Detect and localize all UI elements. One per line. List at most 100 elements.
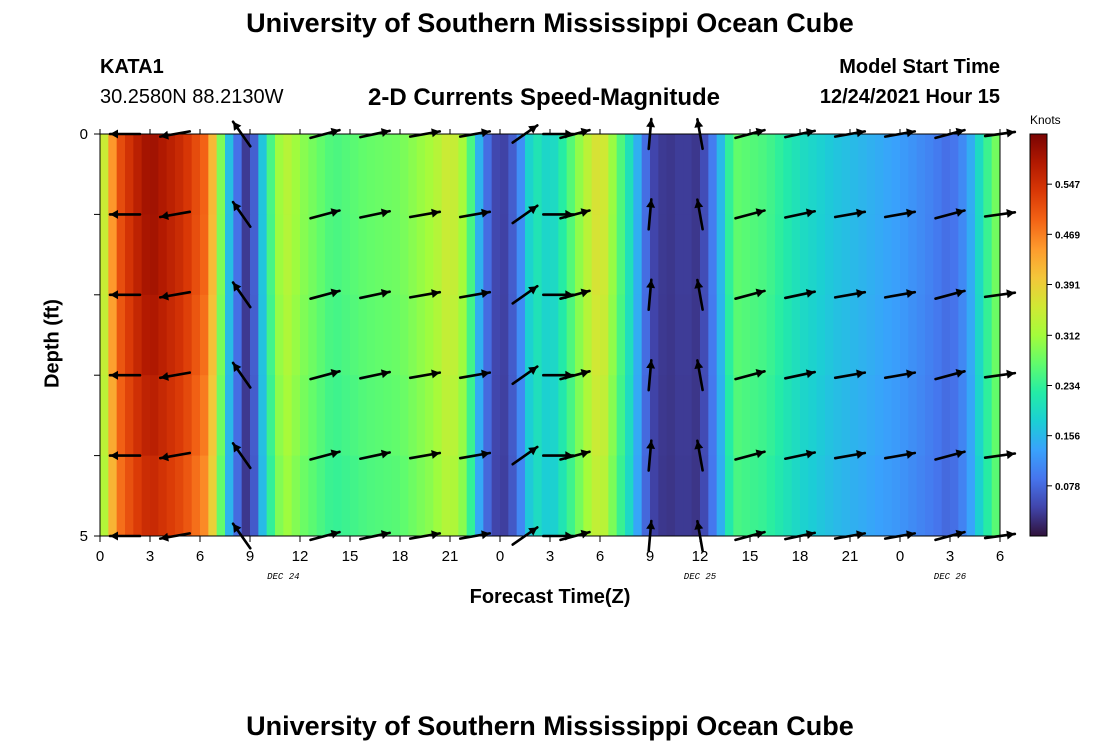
heatmap-cell	[216, 294, 226, 376]
heatmap-cell	[450, 214, 459, 296]
heatmap-cell	[916, 455, 926, 536]
heatmap-cell	[966, 375, 976, 457]
heatmap-cell	[566, 134, 576, 215]
x-tick-label: 21	[842, 548, 859, 565]
heatmap-cell	[741, 455, 751, 536]
heatmap-cell	[858, 214, 868, 296]
heatmap-cell	[541, 134, 551, 215]
heatmap-cell	[475, 375, 484, 457]
heatmap-cell	[125, 134, 134, 215]
heatmap-cell	[475, 294, 484, 376]
heatmap-cell	[166, 134, 176, 215]
heatmap-cell	[408, 214, 418, 296]
heatmap-cell	[975, 134, 984, 215]
heatmap-cell	[725, 134, 734, 215]
heatmap-cell	[391, 134, 401, 215]
heatmap-cell	[275, 294, 284, 376]
current-vector-arrow	[158, 210, 192, 221]
heatmap-cell	[500, 214, 509, 296]
heatmap-cell	[533, 375, 543, 457]
current-vector-arrow	[511, 284, 539, 305]
heatmap-cell	[941, 294, 951, 376]
heatmap-cell	[358, 294, 368, 376]
heatmap-cell	[916, 134, 926, 215]
heatmap-cell	[258, 375, 268, 457]
colorbar-tick-label: 0.156	[1055, 432, 1080, 443]
heatmap-cell	[983, 455, 993, 536]
current-vector-arrow	[458, 208, 492, 219]
heatmap-cell	[341, 214, 351, 296]
heatmap-cell	[133, 375, 143, 457]
heatmap-cell	[458, 134, 468, 215]
heatmap-cell	[750, 134, 759, 215]
heatmap-cell	[508, 375, 518, 457]
heatmap-cell	[641, 375, 651, 457]
heatmap-cell	[616, 455, 626, 536]
heatmap-cell	[691, 375, 701, 457]
heatmap-cell	[791, 375, 801, 457]
heatmap-cell	[783, 134, 793, 215]
heatmap-cell	[666, 375, 676, 457]
heatmap-cell	[333, 375, 343, 457]
heatmap-cell	[908, 455, 918, 536]
current-vector-arrow	[359, 288, 391, 300]
heatmap-cell	[583, 134, 593, 215]
heatmap-cell	[858, 134, 868, 215]
current-vector-arrow	[694, 359, 704, 392]
heatmap-cell	[441, 455, 451, 536]
heatmap-cell	[941, 134, 951, 215]
heatmap-cell	[458, 375, 468, 457]
x-axis-label: Forecast Time(Z)	[469, 586, 631, 608]
heatmap-cell	[516, 375, 526, 457]
heatmap-cell	[900, 134, 909, 215]
heatmap-cell	[350, 214, 359, 296]
heatmap-cell	[291, 455, 301, 536]
heatmap-cell	[616, 375, 626, 457]
x-tick-label: 3	[546, 548, 554, 565]
heatmap-cell	[900, 455, 909, 536]
heatmap-cell	[416, 375, 426, 457]
x-tick-label: 12	[292, 548, 309, 565]
heatmap-cell	[625, 214, 634, 296]
heatmap-cell	[266, 375, 276, 457]
heatmap-cell	[358, 455, 368, 536]
heatmap-cell	[558, 214, 568, 296]
current-vector-arrow	[646, 198, 656, 231]
heatmap-cell	[166, 375, 176, 457]
heatmap-cell	[500, 294, 509, 376]
heatmap-cell	[366, 455, 376, 536]
heatmap-cell	[316, 214, 326, 296]
heatmap-cell	[141, 294, 151, 376]
heatmap-cell	[850, 375, 859, 457]
station-coordinates: 30.2580N 88.2130W	[100, 86, 284, 108]
heatmap-cell	[375, 455, 384, 536]
heatmap-cell	[433, 455, 443, 536]
heatmap-cell	[216, 214, 226, 296]
heatmap-cell	[283, 214, 293, 296]
heatmap-cell	[866, 455, 876, 536]
heatmap-cell	[825, 375, 834, 457]
heatmap-cell	[850, 294, 859, 376]
heatmap-cell	[441, 214, 451, 296]
heatmap-cell	[341, 294, 351, 376]
heatmap-cell	[716, 375, 726, 457]
heatmap-cell	[200, 455, 209, 536]
heatmap-cell	[933, 214, 943, 296]
heatmap-cell	[425, 375, 434, 457]
heatmap-cell	[266, 134, 276, 215]
x-tick-label: 9	[646, 548, 654, 565]
heatmap-cell	[733, 214, 743, 296]
heatmap-cell	[833, 375, 843, 457]
heatmap-cell	[808, 375, 818, 457]
heatmap-cell	[108, 214, 118, 296]
heatmap-cell	[450, 375, 459, 457]
heatmap-cell	[175, 214, 184, 296]
heatmap-cell	[141, 375, 151, 457]
heatmap-cell	[708, 214, 718, 296]
heatmap-cell	[883, 375, 893, 457]
heatmap-cell	[741, 375, 751, 457]
heatmap-cell	[558, 375, 568, 457]
heatmap-cell	[508, 214, 518, 296]
heatmap-cell	[883, 214, 893, 296]
heatmap-cell	[733, 375, 743, 457]
